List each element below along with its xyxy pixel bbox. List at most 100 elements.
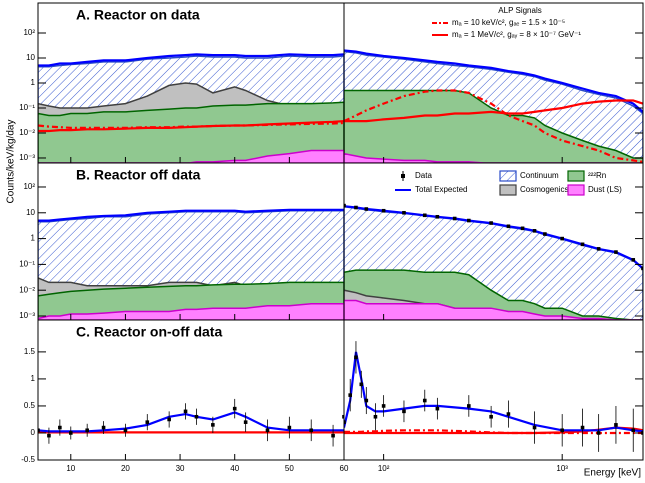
data-point	[641, 266, 643, 271]
legend-label: Total Expected	[415, 185, 467, 194]
data-point	[614, 250, 618, 254]
data-point	[373, 414, 378, 419]
area	[38, 101, 344, 163]
line	[344, 351, 643, 433]
legend-item: Continuum	[499, 170, 559, 182]
line	[38, 53, 344, 67]
line	[344, 49, 643, 113]
data-point	[422, 213, 427, 218]
data-point	[47, 433, 51, 438]
legend-item: Total Expected	[395, 185, 467, 194]
legend-item: mₐ = 10 keV/c², gₐₑ = 1.5 × 10⁻⁵	[432, 18, 565, 27]
y-tick-label: 10⁻²	[19, 128, 35, 137]
data-point	[580, 425, 585, 430]
panel-title: B. Reactor off data	[76, 167, 201, 183]
legend-label: Continuum	[520, 171, 559, 180]
x-tick-label: 50	[285, 464, 294, 473]
data-point	[58, 425, 62, 430]
line	[344, 205, 643, 270]
data-point	[402, 210, 406, 215]
legend-swatch	[499, 170, 517, 182]
plot-area	[344, 49, 643, 163]
data-point	[596, 247, 601, 251]
panel-title: C. Reactor on-off data	[76, 324, 222, 340]
y-tick-label: 1.5	[24, 347, 36, 356]
y-tick-label: 1	[31, 234, 36, 243]
data-point	[287, 425, 292, 430]
y-tick-label: 10⁻³	[19, 311, 35, 320]
legend-item: ²²²Rn	[567, 170, 606, 182]
line	[344, 89, 643, 163]
data-point	[194, 414, 199, 419]
data-point	[467, 404, 471, 408]
x-tick-label: 10²	[378, 464, 390, 473]
data-point	[506, 412, 511, 416]
line	[38, 208, 344, 222]
data-point	[532, 229, 537, 233]
data-point	[381, 208, 386, 213]
y-tick-label: 1	[31, 78, 36, 87]
data-point	[123, 428, 128, 433]
data-point	[85, 428, 89, 433]
x-tick-label: 10³	[556, 464, 568, 473]
legend-title: ALP Signals	[498, 6, 541, 15]
y-tick-label: 10²	[23, 28, 35, 37]
data-point	[580, 242, 585, 247]
x-tick-label: 20	[121, 464, 130, 473]
data-point	[489, 221, 493, 225]
data-point	[596, 431, 601, 435]
y-tick-label: 10	[26, 53, 35, 62]
data-point	[331, 433, 335, 438]
data-point	[631, 258, 636, 262]
data-point	[381, 404, 386, 408]
frame	[343, 319, 644, 461]
data-point	[560, 236, 564, 241]
legend-swatch	[567, 184, 585, 196]
data-point	[38, 428, 40, 433]
legend-label: Dust (LS)	[588, 185, 622, 194]
legend-label: Cosmogenics	[520, 185, 568, 194]
data-point	[560, 428, 564, 433]
data-point	[402, 409, 406, 414]
y-tick-label: 1	[31, 374, 36, 383]
y-tick-label: 0.5	[24, 401, 36, 410]
plot-area	[38, 53, 344, 163]
data-point	[506, 224, 511, 229]
data-point	[183, 409, 188, 414]
area	[344, 89, 643, 163]
data-point	[354, 355, 358, 360]
legend-item: Dust (LS)	[567, 184, 622, 196]
plot-area	[38, 208, 344, 320]
line	[38, 121, 344, 129]
y-tick-label: 10⁻²	[19, 285, 35, 294]
data-point	[435, 406, 440, 411]
data-point	[68, 431, 73, 435]
y-tick-label: 10⁻³	[19, 153, 35, 162]
frame	[37, 319, 345, 461]
panel-title: A. Reactor on data	[76, 7, 200, 23]
data-point	[359, 382, 364, 387]
legend-swatch	[499, 184, 517, 196]
data-point	[520, 226, 525, 231]
data-point	[344, 203, 346, 208]
data-point	[232, 406, 237, 411]
y-tick-label: 10⁻¹	[19, 260, 35, 269]
data-point	[309, 428, 314, 433]
data-point	[489, 414, 493, 419]
legend-swatch	[401, 174, 405, 178]
plot-area	[38, 398, 344, 447]
y-tick-label: 0	[31, 428, 36, 437]
x-tick-label: 60	[340, 464, 349, 473]
plot-area	[344, 203, 643, 320]
data-point	[243, 420, 248, 424]
data-point	[265, 428, 270, 433]
y-tick-label: 10	[26, 208, 35, 217]
line	[344, 429, 643, 435]
line	[38, 120, 344, 133]
line	[344, 99, 643, 123]
x-tick-label: 40	[230, 464, 239, 473]
data-point	[344, 420, 346, 424]
area	[344, 152, 643, 163]
y-axis-label: Counts/keV/kg/day	[6, 120, 17, 204]
